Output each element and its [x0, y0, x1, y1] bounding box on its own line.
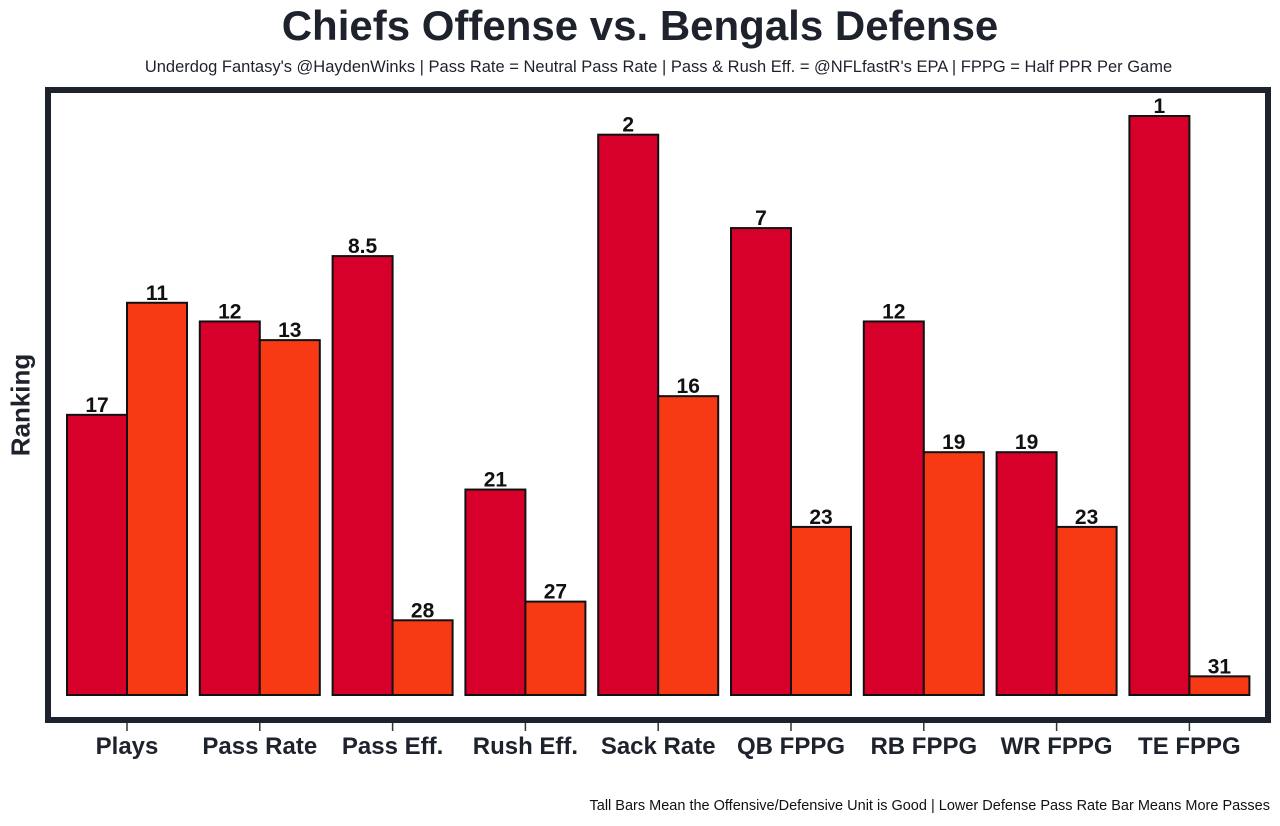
value-label: 23: [1075, 506, 1098, 529]
x-tick-label: Plays: [96, 733, 159, 760]
x-tick-label: RB FPPG: [870, 733, 977, 760]
value-label: 28: [411, 599, 435, 622]
bar-offense-te-fppg: [1128, 115, 1191, 696]
value-label: 2: [622, 114, 634, 137]
x-tick-label: WR FPPG: [1001, 733, 1113, 760]
value-label: 19: [942, 431, 965, 454]
bar-offense-pass-rate: [198, 320, 261, 696]
value-label: 19: [1015, 431, 1038, 454]
bar-offense-qb-fppg: [730, 227, 792, 696]
x-tick-label: QB FPPG: [737, 733, 845, 760]
bar-offense-wr-fppg: [995, 451, 1058, 696]
value-label: 1: [1154, 95, 1166, 118]
chart-subtitle: Underdog Fantasy's @HaydenWinks | Pass R…: [144, 58, 1173, 76]
value-label: 16: [677, 375, 700, 398]
value-label: 23: [809, 506, 832, 529]
x-ticks-group: Plays Pass Rate Pass Eff. Rush Eff. Sack Rat…: [96, 723, 1241, 760]
value-label: 13: [278, 319, 301, 342]
value-label: 27: [544, 581, 567, 604]
bar-defense-pass-eff: [391, 619, 454, 697]
x-tick-label: Rush Eff.: [473, 733, 578, 760]
bar-defense-qb-fppg: [790, 525, 852, 696]
bar-defense-pass-rate: [258, 339, 321, 696]
bar-defense-plays: [126, 301, 188, 696]
x-tick-label: Sack Rate: [601, 733, 716, 760]
x-tick-label: TE FPPG: [1138, 733, 1241, 760]
x-tick-label: Pass Eff.: [342, 733, 443, 760]
value-labels-group: 17 11 12 13 8.5 28 21 27 2 16 7 23 12 19 19 23 1 31: [85, 95, 1231, 678]
value-label: 31: [1208, 655, 1232, 678]
bar-offense-rush-eff: [464, 488, 527, 697]
value-label: 11: [146, 282, 169, 305]
bar-defense-sack-rate: [657, 395, 720, 696]
chart-title: Chiefs Offense vs. Bengals Defense: [281, 2, 999, 49]
bar-offense-sack-rate: [597, 133, 660, 696]
value-label: 21: [484, 469, 508, 492]
value-label: 17: [85, 394, 108, 417]
bar-offense-pass-eff: [331, 255, 394, 696]
chart-caption: Tall Bars Mean the Offensive/Defensive U…: [589, 798, 1270, 814]
bar-defense-wr-fppg: [1055, 525, 1118, 696]
bar-offense-rb-fppg: [862, 320, 925, 696]
bar-defense-te-fppg: [1188, 675, 1251, 696]
bar-offense-plays: [66, 413, 128, 696]
bar-defense-rush-eff: [524, 600, 587, 697]
value-label: 7: [755, 207, 767, 230]
bar-defense-rb-fppg: [922, 451, 985, 696]
x-tick-label: Pass Rate: [202, 733, 317, 760]
value-label: 12: [218, 300, 241, 323]
value-label: 8.5: [348, 235, 378, 258]
bars-group: [66, 115, 1251, 697]
value-label: 12: [882, 300, 905, 323]
plot-frame: [45, 87, 1271, 723]
